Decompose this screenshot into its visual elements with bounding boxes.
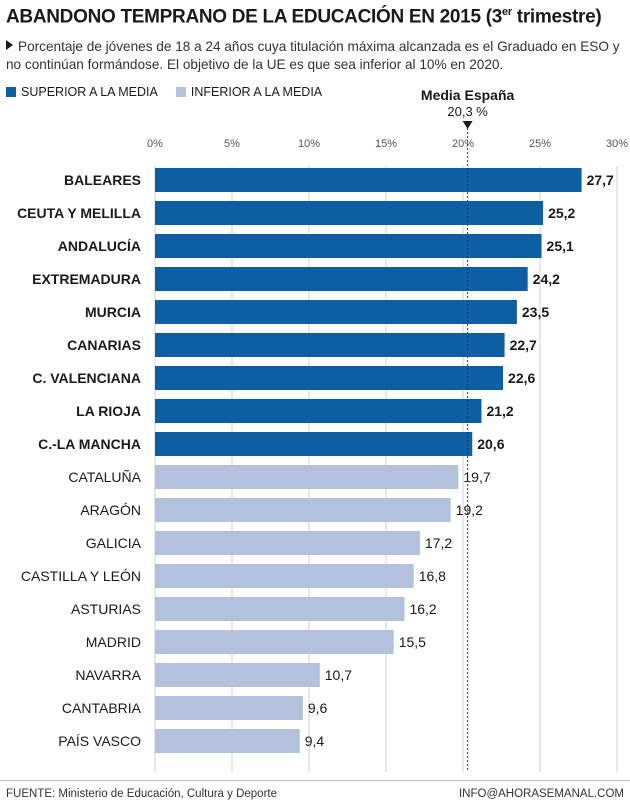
value-label: 16,8 — [419, 568, 446, 584]
legend: SUPERIOR A LA MEDIA INFERIOR A LA MEDIA — [6, 85, 340, 99]
x-tick-label: 10% — [298, 138, 320, 150]
category-label: ANDALUCÍA — [58, 238, 141, 254]
bar — [155, 597, 405, 621]
contact-email: INFO@AHORASEMANAL.COM — [458, 788, 624, 800]
legend-label-above: SUPERIOR A LA MEDIA — [21, 85, 158, 99]
x-tick-label: 0% — [147, 138, 163, 150]
reference-value-label: 20,3 % — [447, 104, 488, 119]
category-label: EXTREMADURA — [32, 271, 141, 287]
category-label: CANARIAS — [67, 337, 141, 353]
legend-item-above: SUPERIOR A LA MEDIA — [6, 85, 158, 99]
x-tick-label: 30% — [606, 138, 628, 150]
bar — [155, 564, 414, 588]
x-tick-label: 20% — [452, 138, 474, 150]
bar — [155, 234, 542, 258]
category-label: C. VALENCIANA — [32, 370, 141, 386]
reference-label: Media España — [421, 87, 515, 103]
bar — [155, 300, 517, 324]
value-label: 16,2 — [409, 601, 436, 617]
bar — [155, 465, 459, 489]
bar — [155, 201, 544, 225]
category-label: NAVARRA — [75, 667, 141, 683]
chart-title: ABANDONO TEMPRANO DE LA EDUCACIÓN EN 201… — [6, 6, 602, 28]
value-label: 23,5 — [522, 304, 549, 320]
value-label: 15,5 — [399, 634, 426, 650]
bar — [155, 432, 473, 456]
category-label: C.-LA MANCHA — [38, 436, 141, 452]
triangle-bullet-icon — [6, 40, 13, 50]
value-label: 9,4 — [305, 733, 325, 749]
category-label: CANTABRIA — [62, 700, 142, 716]
value-label: 21,2 — [486, 403, 513, 419]
value-label: 24,2 — [533, 271, 560, 287]
bar — [155, 399, 482, 423]
x-tick-label: 15% — [375, 138, 397, 150]
bar — [155, 168, 582, 192]
value-label: 27,7 — [587, 172, 614, 188]
value-label: 25,2 — [548, 205, 575, 221]
value-label: 19,2 — [456, 502, 483, 518]
category-label: LA RIOJA — [76, 403, 141, 419]
bar — [155, 531, 420, 555]
value-label: 10,7 — [325, 667, 352, 683]
chart-subtitle: Porcentaje de jóvenes de 18 a 24 años cu… — [6, 39, 620, 72]
value-label: 22,6 — [508, 370, 535, 386]
value-label: 9,6 — [308, 700, 328, 716]
category-label: ASTURIAS — [71, 601, 141, 617]
legend-label-below: INFERIOR A LA MEDIA — [190, 85, 323, 99]
bar — [155, 630, 394, 654]
category-label: MURCIA — [85, 304, 141, 320]
bar-chart: 0% 5% 10% 15% 20% 25% 30% BALEARES 27,7 CEUTA Y M… — [17, 87, 628, 772]
category-label: GALICIA — [86, 535, 142, 551]
bar — [155, 729, 300, 753]
x-tick-label: 5% — [224, 138, 240, 150]
bar — [155, 267, 528, 291]
bar — [155, 498, 451, 522]
legend-swatch-below — [175, 87, 186, 97]
category-label: CEUTA Y MELILLA — [17, 205, 141, 221]
value-label: 19,7 — [463, 469, 490, 485]
category-label: ARAGÓN — [80, 502, 141, 518]
value-label: 25,1 — [547, 238, 574, 254]
category-label: CATALUÑA — [68, 469, 141, 485]
value-label: 17,2 — [425, 535, 452, 551]
reference-marker-icon — [462, 121, 473, 129]
category-label: MADRID — [86, 634, 141, 650]
legend-item-below: INFERIOR A LA MEDIA — [175, 85, 323, 99]
category-label: BALEARES — [64, 172, 141, 188]
bar — [155, 696, 303, 720]
x-tick-label: 25% — [529, 138, 551, 150]
bar — [155, 366, 504, 390]
legend-swatch-above — [6, 87, 16, 97]
value-label: 20,6 — [477, 436, 504, 452]
footer: FUENTE: Ministerio de Educación, Cultura… — [0, 780, 630, 804]
bar — [155, 663, 320, 687]
source-note: FUENTE: Ministerio de Educación, Cultura… — [6, 788, 277, 800]
bar — [155, 333, 505, 357]
category-label: CASTILLA Y LEÓN — [21, 568, 141, 584]
category-label: PAÍS VASCO — [58, 733, 141, 749]
value-label: 22,7 — [510, 337, 537, 353]
